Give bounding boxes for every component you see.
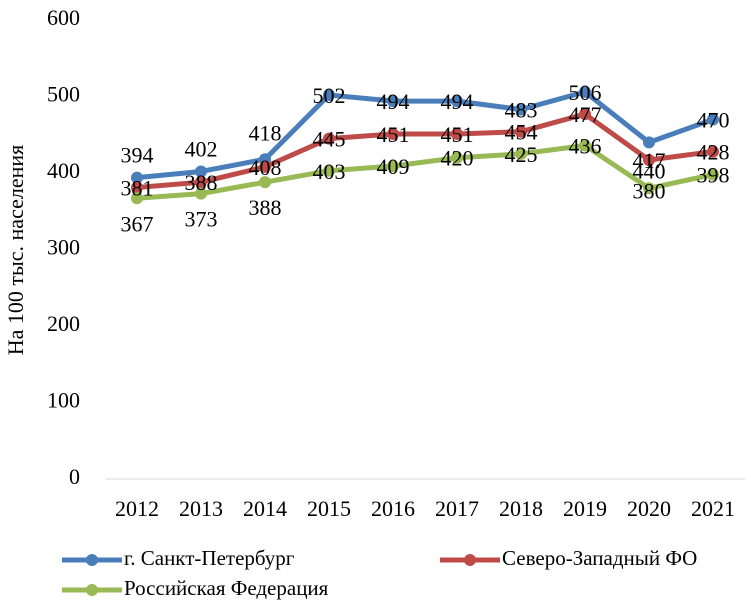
data-point xyxy=(643,182,655,195)
data-point xyxy=(515,125,527,138)
data-point xyxy=(323,88,335,101)
data-point xyxy=(195,165,207,178)
data-point xyxy=(387,160,399,173)
data-point xyxy=(707,145,719,158)
data-label: 417 xyxy=(633,148,666,173)
x-tick-label: 2014 xyxy=(243,496,287,521)
y-tick-label: 500 xyxy=(47,82,80,107)
legend-marker xyxy=(86,554,98,566)
data-label: 451 xyxy=(377,122,410,147)
data-label: 381 xyxy=(121,176,154,201)
data-label: 483 xyxy=(505,98,538,123)
data-point xyxy=(451,127,463,140)
data-point xyxy=(195,176,207,189)
data-label: 502 xyxy=(313,83,346,108)
data-point xyxy=(131,192,143,205)
data-label: 425 xyxy=(505,142,538,167)
y-tick-label: 200 xyxy=(47,311,80,336)
x-tick-label: 2013 xyxy=(179,496,223,521)
x-tick-label: 2015 xyxy=(307,496,351,521)
data-point xyxy=(707,113,719,126)
y-tick-label: 100 xyxy=(47,388,80,413)
legend-marker xyxy=(464,554,476,566)
data-label: 440 xyxy=(633,158,666,183)
data-label: 398 xyxy=(697,163,730,188)
data-point xyxy=(259,176,271,189)
data-label: 373 xyxy=(185,207,218,232)
data-label: 380 xyxy=(633,178,666,203)
data-label: 494 xyxy=(377,89,410,114)
legend-marker xyxy=(86,584,98,596)
data-point xyxy=(259,160,271,173)
x-tick-label: 2020 xyxy=(627,496,671,521)
series-line xyxy=(136,111,714,191)
y-tick-label: 300 xyxy=(47,235,80,260)
series-line xyxy=(136,142,714,201)
x-tick-label: 2019 xyxy=(563,496,607,521)
legend-label: г. Санкт-Петербург xyxy=(124,546,295,570)
data-label: 388 xyxy=(185,170,218,195)
x-tick-label: 2016 xyxy=(371,496,415,521)
x-tick-label: 2021 xyxy=(691,496,735,521)
y-axis-label: На 100 тыс. населения xyxy=(3,145,28,356)
data-point xyxy=(451,95,463,108)
data-label: 477 xyxy=(569,102,602,127)
data-label: 454 xyxy=(505,120,538,145)
y-tick-label: 600 xyxy=(47,5,80,30)
data-label: 403 xyxy=(313,159,346,184)
data-point xyxy=(643,136,655,149)
y-tick-label: 0 xyxy=(69,464,80,489)
data-label: 388 xyxy=(249,195,282,220)
data-point xyxy=(323,164,335,177)
data-label: 445 xyxy=(313,127,346,152)
data-point xyxy=(131,171,143,184)
data-point xyxy=(387,95,399,108)
x-tick-label: 2018 xyxy=(499,496,543,521)
data-point xyxy=(515,103,527,116)
data-label: 494 xyxy=(441,89,474,114)
x-tick-label: 2012 xyxy=(115,496,159,521)
data-label: 506 xyxy=(569,80,602,105)
data-label: 470 xyxy=(697,107,730,132)
data-point xyxy=(707,168,719,181)
legend-label: Российская Федерация xyxy=(124,576,329,600)
data-point xyxy=(579,85,591,98)
legend-label: Северо-Западный ФО xyxy=(502,546,697,570)
data-point xyxy=(323,132,335,145)
data-point xyxy=(579,139,591,152)
data-label: 436 xyxy=(569,134,602,159)
data-point xyxy=(515,147,527,160)
data-point xyxy=(451,151,463,164)
data-point xyxy=(131,181,143,194)
data-label: 428 xyxy=(697,140,730,165)
data-label: 408 xyxy=(249,155,282,180)
data-label: 394 xyxy=(121,143,154,168)
data-label: 367 xyxy=(121,211,154,236)
data-label: 409 xyxy=(377,154,410,179)
data-point xyxy=(579,108,591,121)
data-label: 402 xyxy=(185,137,218,162)
data-point xyxy=(643,153,655,166)
y-tick-label: 400 xyxy=(47,158,80,183)
data-point xyxy=(387,127,399,140)
data-label: 418 xyxy=(249,120,282,145)
series-line xyxy=(136,89,714,181)
data-label: 420 xyxy=(441,146,474,171)
data-point xyxy=(195,187,207,200)
x-tick-label: 2017 xyxy=(435,496,479,521)
data-label: 451 xyxy=(441,122,474,147)
